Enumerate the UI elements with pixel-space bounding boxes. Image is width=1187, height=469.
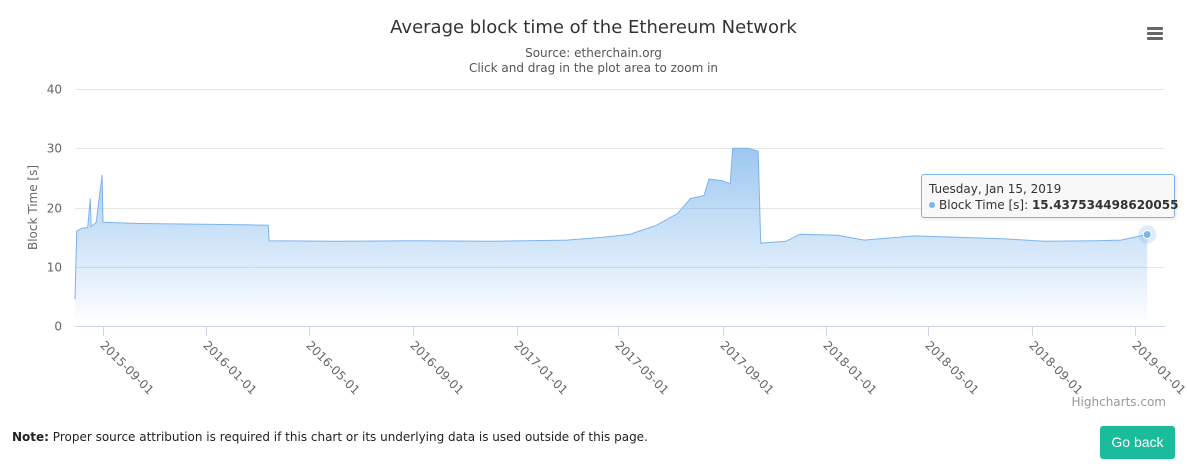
- y-tick-label: 0: [54, 320, 62, 334]
- tooltip-date: Tuesday, Jan 15, 2019: [929, 182, 1062, 196]
- chart-title: Average block time of the Ethereum Netwo…: [390, 17, 797, 38]
- x-tick-label: 2018-01-01: [820, 338, 879, 397]
- x-tick-label: 2017-09-01: [717, 338, 776, 397]
- note-label: Note:: [12, 430, 49, 444]
- attribution-note: Note: Proper source attribution is requi…: [12, 430, 648, 444]
- y-tick-label: 30: [47, 142, 62, 156]
- chart-plot[interactable]: 2015-09-01 2016-01-01 2016-05-01 2016-09-01…: [0, 0, 1187, 415]
- y-axis: 0 10 20 30 40 Block Time [s]: [26, 83, 62, 334]
- x-tick-label: 2016-09-01: [407, 338, 466, 397]
- x-tick-label: 2016-05-01: [303, 338, 362, 397]
- y-tick-label: 20: [47, 202, 62, 216]
- x-tick-label: 2016-01-01: [200, 338, 259, 397]
- series-area: [74, 147, 1148, 326]
- tooltip-value: 15.437534498620055: [1031, 198, 1179, 212]
- go-back-button[interactable]: Go back: [1100, 426, 1175, 459]
- series-dot-icon: [929, 202, 935, 208]
- hover-point: [1142, 230, 1152, 240]
- x-tick-label: 2019-01-01: [1129, 338, 1187, 397]
- note-text: Proper source attribution is required if…: [52, 430, 648, 444]
- x-axis: 2015-09-01 2016-01-01 2016-05-01 2016-09-01…: [75, 326, 1187, 397]
- tooltip-series-label: Block Time [s]:: [939, 198, 1029, 212]
- series-line: [74, 147, 1148, 300]
- hamburger-icon[interactable]: [1140, 20, 1170, 46]
- chart-subtitle-hint: Click and drag in the plot area to zoom …: [468, 61, 719, 75]
- tooltip-value-row: Block Time [s]: 15.437534498620055: [929, 197, 1178, 213]
- hover-marker: [1138, 225, 1157, 244]
- y-axis-label: Block Time [s]: [26, 165, 40, 250]
- highcharts-credits-link[interactable]: Highcharts.com: [1071, 395, 1166, 409]
- menu-bar: [1147, 32, 1163, 35]
- x-tick-label: 2015-09-01: [97, 338, 156, 397]
- chart-subtitle-source: Source: etherchain.org: [525, 46, 662, 60]
- x-tick-label: 2018-05-01: [922, 338, 981, 397]
- menu-bar: [1147, 37, 1163, 40]
- y-tick-label: 40: [47, 83, 62, 97]
- x-tick-label: 2017-05-01: [612, 338, 671, 397]
- chart-container[interactable]: 2015-09-01 2016-01-01 2016-05-01 2016-09-01…: [0, 0, 1187, 415]
- chart-tooltip: Tuesday, Jan 15, 2019 Block Time [s]: 15…: [921, 174, 1178, 218]
- y-tick-label: 10: [47, 261, 62, 275]
- menu-bar: [1147, 27, 1163, 30]
- x-tick-label: 2017-01-01: [511, 338, 570, 397]
- series-area-fill: [75, 148, 1148, 326]
- x-tick-label: 2018-09-01: [1026, 338, 1085, 397]
